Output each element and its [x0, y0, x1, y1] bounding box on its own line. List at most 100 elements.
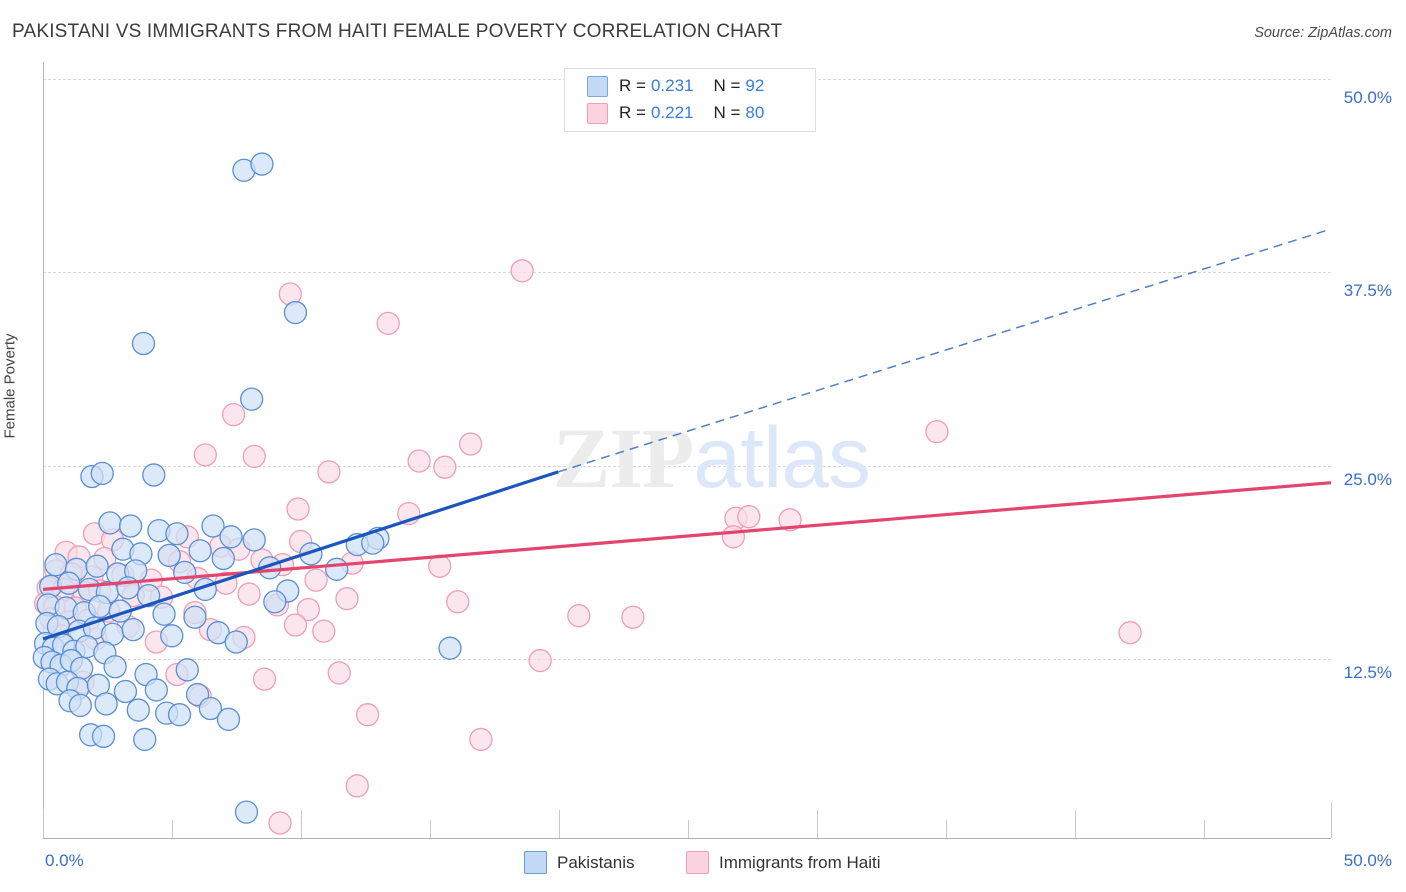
- y-tick-label-375: 37.5%: [1343, 281, 1392, 300]
- data-point: [193, 443, 217, 467]
- data-point: [283, 613, 308, 637]
- data-point: [133, 727, 157, 752]
- data-point: [345, 774, 369, 798]
- data-point: [91, 724, 116, 748]
- data-point: [1118, 621, 1142, 645]
- data-point: [327, 661, 351, 685]
- series-legend-immigrants-from-haiti[interactable]: Immigrants from Haiti: [686, 851, 881, 874]
- legend-swatch-pakistanis: [587, 75, 608, 97]
- series-label-immigrants-from-haiti: Immigrants from Haiti: [719, 852, 881, 872]
- x-tick-2: [301, 810, 302, 838]
- data-point: [296, 597, 320, 622]
- legend-swatch-immigrants-from-haiti: [587, 102, 608, 124]
- data-point: [152, 602, 176, 626]
- data-point: [299, 542, 323, 566]
- data-point: [433, 455, 457, 479]
- data-point: [621, 605, 645, 629]
- data-point: [528, 648, 552, 673]
- x-axis-line: [43, 838, 1331, 839]
- data-point: [721, 525, 746, 549]
- trendline-pakistanis-projection: [557, 228, 1332, 473]
- data-point: [211, 546, 235, 571]
- legend-row-immigrants-from-haiti: R = 0.221 N = 80: [587, 102, 764, 124]
- data-point: [167, 703, 192, 727]
- x-tick-label-min: 0.0%: [45, 851, 84, 870]
- series-legend-pakistanis[interactable]: Pakistanis: [524, 851, 634, 874]
- data-point: [113, 679, 138, 704]
- legend-n-value-pakistanis: 92: [745, 76, 765, 95]
- data-point: [737, 505, 761, 529]
- data-point: [219, 525, 243, 549]
- y-tick-label-50: 50.0%: [1343, 88, 1392, 107]
- x-tick-9: [1204, 820, 1205, 838]
- data-point: [268, 811, 292, 835]
- data-point: [458, 432, 483, 456]
- data-point: [188, 539, 212, 563]
- data-point: [407, 449, 431, 473]
- legend-r-value-pakistanis: 0.231: [650, 76, 694, 95]
- data-point: [263, 590, 287, 614]
- data-point: [250, 152, 274, 176]
- data-point: [242, 528, 266, 552]
- data-point: [335, 587, 359, 611]
- source-label: Source: ZipAtlas.com: [1254, 25, 1392, 41]
- x-tick-7: [946, 820, 947, 838]
- data-point: [469, 727, 493, 752]
- data-point: [304, 568, 328, 592]
- data-point: [126, 698, 150, 722]
- data-point: [88, 594, 112, 619]
- data-point: [216, 707, 241, 731]
- x-tick-label-max: 50.0%: [1343, 851, 1392, 870]
- series-swatch-immigrants-from-haiti: [686, 851, 709, 874]
- data-point: [446, 590, 470, 614]
- legend-n-value-haiti: 80: [745, 103, 765, 122]
- data-point: [317, 460, 341, 484]
- legend-n-label-pakistanis: N =: [713, 76, 741, 95]
- data-point: [240, 387, 264, 411]
- series-label-pakistanis: Pakistanis: [557, 852, 635, 872]
- data-point: [325, 557, 349, 581]
- x-tick-4: [559, 810, 560, 838]
- data-point: [183, 605, 207, 629]
- data-point: [201, 514, 225, 538]
- data-point: [57, 571, 81, 595]
- data-point: [925, 419, 949, 444]
- legend-r-value-haiti: 0.221: [650, 103, 694, 122]
- data-point: [94, 692, 118, 716]
- data-point: [242, 444, 266, 469]
- x-tick-1: [172, 820, 173, 838]
- y-tick-label-125: 12.5%: [1343, 663, 1392, 682]
- trendline-immigrants-from-haiti: [42, 481, 1332, 591]
- data-point: [198, 696, 223, 721]
- data-point: [510, 259, 534, 283]
- data-point: [438, 636, 462, 660]
- data-point: [157, 543, 181, 568]
- data-point: [68, 693, 92, 718]
- legend-r-label-pakistanis: R =: [619, 76, 646, 95]
- data-point: [376, 311, 400, 336]
- data-point: [237, 582, 261, 606]
- data-point: [103, 655, 127, 679]
- gridline-25: [43, 466, 1331, 467]
- data-point: [136, 583, 161, 608]
- data-point: [121, 617, 145, 642]
- series-pakistanis-points: [32, 152, 462, 824]
- series-swatch-pakistanis: [524, 851, 547, 874]
- data-point: [160, 624, 184, 648]
- data-point: [286, 497, 310, 521]
- y-axis-line: [43, 62, 44, 838]
- page-title: PAKISTANI VS IMMIGRANTS FROM HAITI FEMAL…: [12, 21, 783, 42]
- data-point: [778, 508, 802, 532]
- data-point: [118, 514, 143, 538]
- data-point: [224, 630, 248, 654]
- data-point: [98, 511, 122, 535]
- trendline-pakistanis: [42, 470, 559, 641]
- x-tick-8: [1075, 810, 1076, 838]
- y-axis-title: Female Poverty: [1, 333, 19, 439]
- data-point: [165, 522, 189, 546]
- legend-n-label-haiti: N =: [713, 103, 741, 122]
- data-point: [142, 463, 166, 487]
- legend-row-pakistanis: R = 0.231 N = 92: [587, 75, 764, 97]
- data-point: [144, 678, 168, 702]
